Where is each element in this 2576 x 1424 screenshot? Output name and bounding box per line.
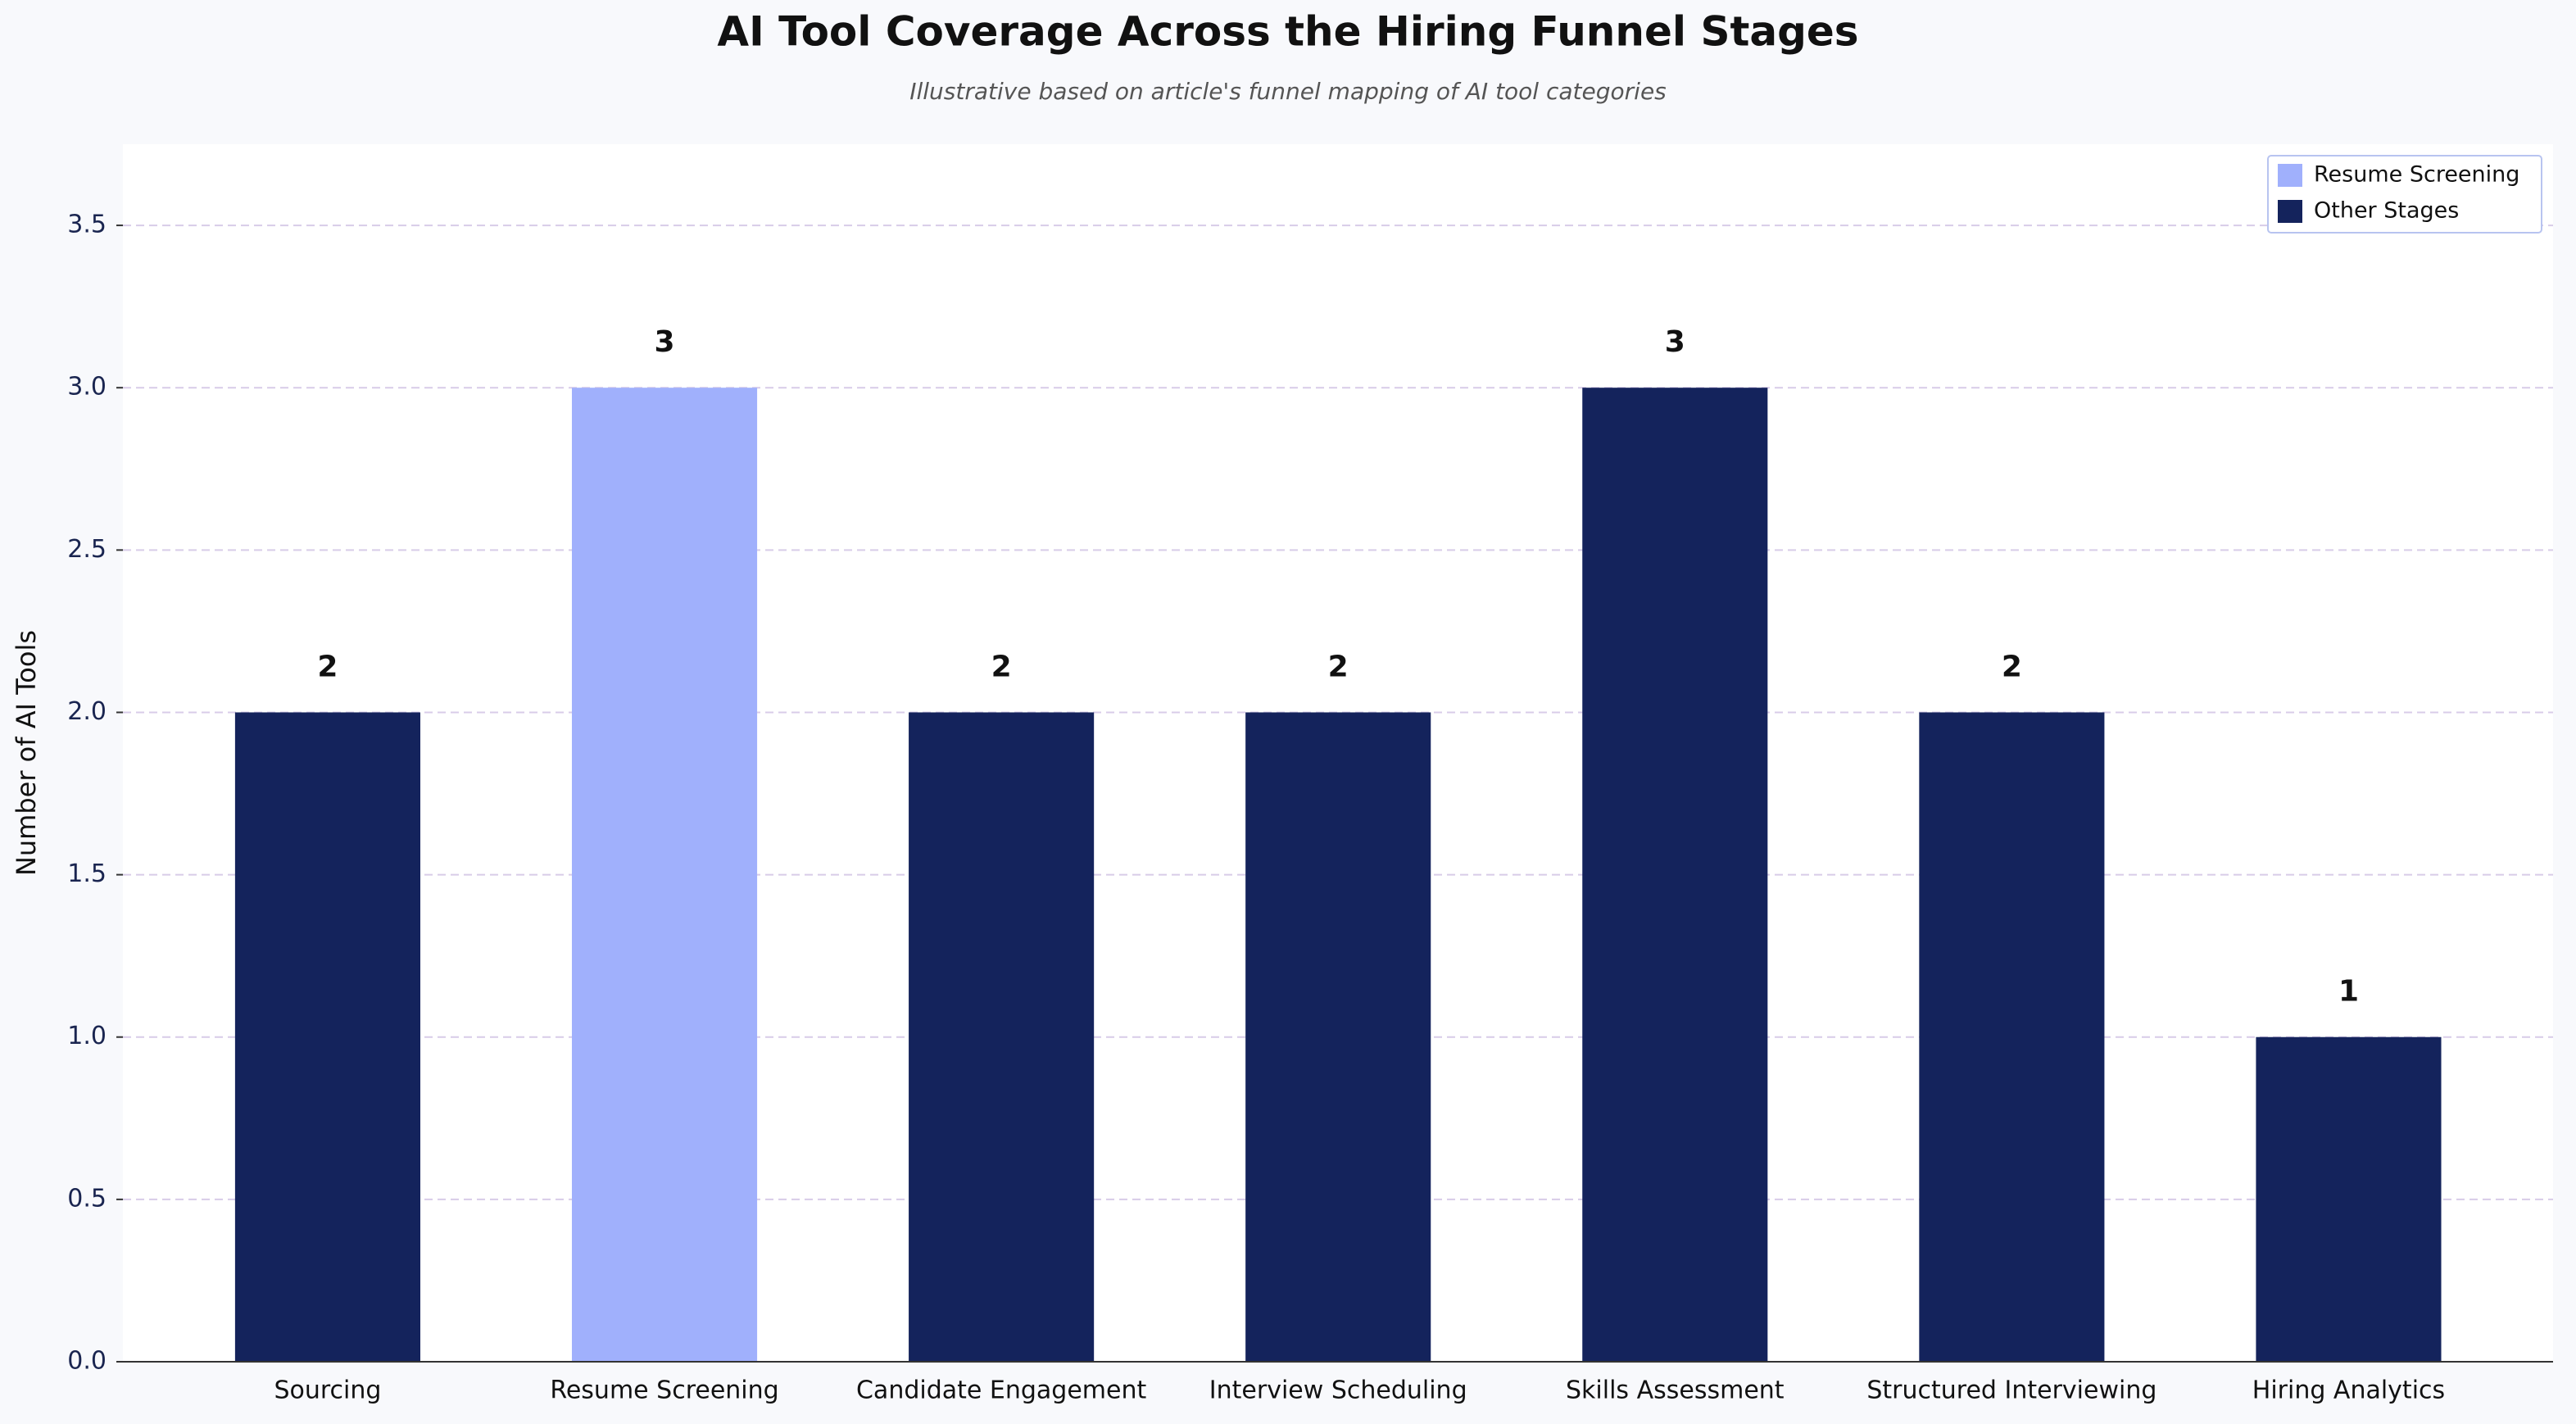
value-label: 2: [317, 650, 338, 683]
legend-swatch: [2278, 164, 2302, 187]
y-axis-label: Number of AI Tools: [11, 630, 42, 876]
x-tick-label: Hiring Analytics: [2252, 1376, 2445, 1405]
x-tick-label: Structured Interviewing: [1866, 1376, 2156, 1405]
value-label: 2: [2002, 650, 2022, 683]
x-tick-label: Candidate Engagement: [856, 1376, 1146, 1405]
legend-label: Resume Screening: [2314, 162, 2519, 188]
bar: [1245, 712, 1431, 1362]
y-tick-label: 1.0: [67, 1022, 107, 1050]
y-tick-label: 2.0: [67, 697, 107, 726]
bar: [571, 388, 758, 1363]
y-tick-label: 1.5: [67, 859, 107, 888]
legend-box: [2267, 155, 2542, 234]
value-label: 3: [1665, 325, 1685, 359]
legend-swatch: [2278, 200, 2302, 223]
y-tick-label: 3.0: [67, 373, 107, 401]
x-tick-label: Interview Scheduling: [1209, 1376, 1467, 1405]
x-tick-label: Resume Screening: [550, 1376, 778, 1405]
chart-subtitle: Illustrative based on article's funnel m…: [909, 78, 1667, 105]
y-tick-label: 2.5: [67, 535, 107, 564]
bar: [234, 712, 420, 1362]
legend-label: Other Stages: [2314, 198, 2459, 224]
bar: [909, 712, 1095, 1362]
y-tick-label: 3.5: [67, 211, 107, 239]
chart-title: AI Tool Coverage Across the Hiring Funne…: [717, 8, 1858, 56]
x-tick-label: Skills Assessment: [1566, 1376, 1785, 1405]
bar: [1919, 712, 2105, 1362]
value-label: 2: [991, 650, 1012, 683]
value-label: 1: [2338, 975, 2359, 1009]
value-label: 3: [654, 325, 674, 359]
bar: [2256, 1036, 2442, 1362]
value-label: 2: [1328, 650, 1349, 683]
y-tick-label: 0.5: [67, 1184, 107, 1213]
bar: [1582, 388, 1768, 1363]
x-tick-label: Sourcing: [274, 1376, 381, 1405]
y-tick-label: 0.0: [67, 1347, 107, 1376]
